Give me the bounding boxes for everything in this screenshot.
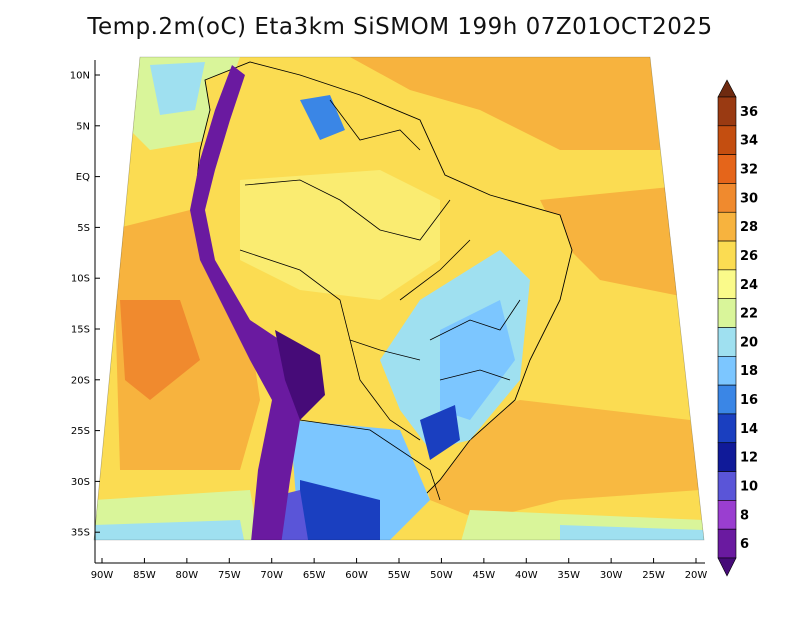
colorbar-swatch — [717, 384, 737, 415]
lon-tick-label: 20W — [685, 570, 708, 581]
cold-south-pacific — [94, 520, 245, 540]
colorbar-swatch — [717, 442, 737, 472]
colorbar-swatch — [717, 528, 737, 559]
lon-tick-label: 45W — [473, 570, 496, 581]
border-guianas — [329, 99, 421, 151]
lon-tick-label: 70W — [260, 570, 283, 581]
border-paraguay — [349, 339, 421, 441]
cold-south-atlantic — [560, 525, 704, 540]
lon-tick-label: 40W — [515, 570, 538, 581]
lon-tick-label: 30W — [600, 570, 623, 581]
colorbar-label: 18 — [740, 364, 758, 379]
colorbar-label: 16 — [740, 393, 758, 408]
lon-tick-label: 65W — [303, 570, 326, 581]
colorbar-swatch — [717, 240, 737, 271]
colorbar-swatch — [717, 356, 737, 386]
border-states-2 — [429, 299, 521, 341]
warm-atlantic-south — [420, 400, 700, 520]
map-axes — [94, 60, 705, 564]
warm-atlantic-east — [540, 185, 700, 300]
lat-tick-label: 35S — [71, 528, 90, 539]
andes-cordillera — [190, 65, 310, 540]
colorbar-label: 14 — [740, 422, 758, 437]
lon-tick-label: 75W — [218, 570, 241, 581]
colorbar-label: 8 — [740, 508, 749, 523]
lat-tick-label: 20S — [71, 375, 90, 386]
lat-tick-label: 30S — [71, 477, 90, 488]
colorbar-top-arrow — [717, 79, 737, 98]
altiplano — [275, 330, 325, 420]
colorbar-label: 26 — [740, 249, 758, 264]
colorbar-swatch — [717, 154, 737, 184]
lon-tick-label: 55W — [388, 570, 411, 581]
brazilian-highlands-cold — [440, 300, 515, 420]
colorbar-swatch — [717, 269, 737, 299]
colorbar-label: 24 — [740, 278, 758, 293]
colorbar-bottom-arrow — [717, 557, 737, 577]
guiana-highlands — [300, 95, 345, 140]
colorbar-label: 32 — [740, 163, 758, 178]
lat-tick-label: 25S — [71, 426, 90, 437]
colorbar-label: 20 — [740, 335, 758, 350]
lat-tick-label: 15S — [71, 325, 90, 336]
colorbar-label: 22 — [740, 307, 758, 322]
colorbar-swatch — [717, 96, 737, 127]
hot-pacific — [120, 300, 200, 400]
colorbar-swatch — [717, 183, 737, 213]
colorbar-swatch — [717, 413, 737, 444]
border-states-3 — [439, 369, 511, 381]
map-title: Temp.2m(oC) Eta3km SiSMOM 199h 07Z01OCT2… — [87, 14, 713, 40]
domain-outline — [93, 56, 705, 541]
border-bolivia — [239, 249, 421, 361]
colorbar-swatch — [717, 298, 737, 328]
lon-tick-label: 85W — [133, 570, 156, 581]
lat-tick-label: 5S — [77, 223, 90, 234]
colorbar: 36 34 32 30 28 26 24 22 20 18 16 14 12 10 8 6 — [717, 79, 758, 577]
colorbar-label: 28 — [740, 220, 758, 235]
serra-geral-cold — [420, 405, 460, 460]
colorbar-swatch — [717, 125, 737, 155]
warm-atlantic-north — [350, 57, 660, 150]
lon-tick-label: 90W — [91, 570, 114, 581]
latitude-ticks: 10N 5N EQ 5S 10S 15S 20S 25S 30S 35S — [70, 71, 100, 539]
colorbar-swatch — [717, 211, 737, 242]
temperature-map — [94, 57, 704, 540]
lat-tick-label: 5N — [76, 121, 90, 132]
colorbar-swatch — [717, 327, 737, 357]
colorbar-label: 12 — [740, 451, 758, 466]
border-north — [244, 179, 451, 241]
colorbar-swatch — [717, 471, 737, 501]
patagonia-cold — [300, 480, 380, 540]
colorbar-label: 6 — [740, 537, 749, 552]
cold-pacific-north — [150, 62, 205, 115]
lat-tick-label: 10N — [70, 71, 90, 82]
longitude-ticks: 90W 85W 80W 75W 70W 65W 60W 55W 50W 45W 40W 35W 30W 2… — [91, 558, 708, 581]
lon-tick-label: 60W — [345, 570, 368, 581]
lon-tick-label: 35W — [557, 570, 580, 581]
country-borders — [239, 99, 521, 501]
colorbar-swatch — [717, 500, 737, 530]
lon-tick-label: 50W — [430, 570, 453, 581]
amazon-region — [240, 170, 440, 300]
lon-tick-label: 80W — [176, 570, 199, 581]
border-states-1 — [399, 239, 471, 301]
colorbar-label: 34 — [740, 134, 758, 149]
colorbar-label: 30 — [740, 191, 758, 206]
border-argentina — [299, 419, 441, 501]
colorbar-label: 36 — [740, 105, 758, 120]
lat-tick-label: 10S — [71, 274, 90, 285]
colorbar-label: 10 — [740, 479, 758, 494]
lon-tick-label: 25W — [642, 570, 665, 581]
lat-tick-label: EQ — [76, 172, 90, 183]
